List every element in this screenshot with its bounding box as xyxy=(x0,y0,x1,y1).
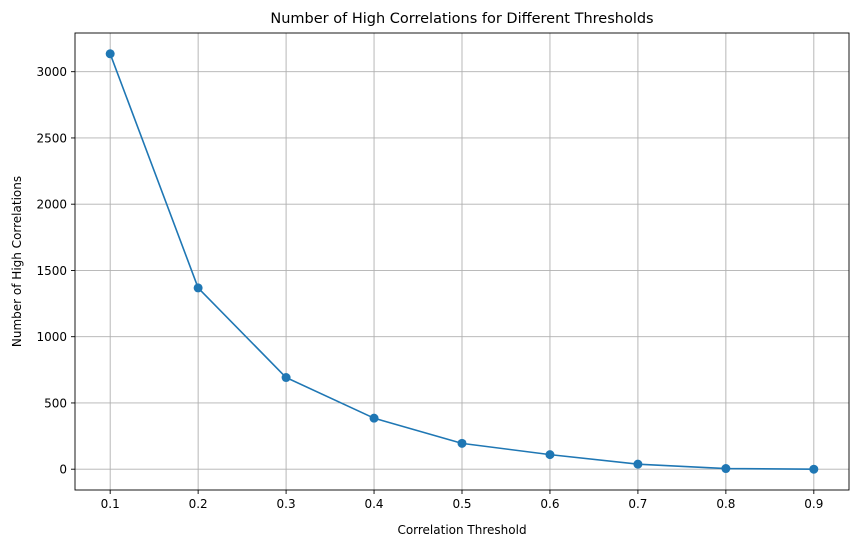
y-axis-label: Number of High Correlations xyxy=(10,176,24,347)
chart-title: Number of High Correlations for Differen… xyxy=(270,11,653,27)
data-point xyxy=(105,49,115,59)
y-tick-label: 1000 xyxy=(36,330,67,344)
x-tick-label: 0.1 xyxy=(101,497,120,511)
series-layer xyxy=(105,49,819,474)
x-tick-label: 0.3 xyxy=(277,497,296,511)
data-point xyxy=(809,464,819,474)
y-tick-label: 1500 xyxy=(36,264,67,278)
data-point xyxy=(457,438,467,448)
x-tick-label: 0.2 xyxy=(189,497,208,511)
y-tick-label: 2000 xyxy=(36,198,67,212)
x-tick-label: 0.8 xyxy=(716,497,735,511)
data-point xyxy=(193,283,203,293)
data-point xyxy=(369,413,379,423)
x-axis-label: Correlation Threshold xyxy=(397,523,526,537)
x-axis: 0.1 0.2 0.3 0.4 0.5 0.6 0.7 0.8 0.9 xyxy=(101,490,823,511)
x-tick-label: 0.7 xyxy=(628,497,647,511)
data-point xyxy=(721,464,731,474)
x-tick-label: 0.4 xyxy=(364,497,383,511)
y-tick-label: 500 xyxy=(44,396,67,410)
y-tick-label: 3000 xyxy=(36,65,67,79)
y-axis: 0 500 1000 1500 2000 2500 3000 xyxy=(36,65,75,477)
grid xyxy=(75,33,849,490)
x-tick-label: 0.5 xyxy=(452,497,471,511)
x-tick-label: 0.6 xyxy=(540,497,559,511)
data-point xyxy=(281,373,291,383)
y-tick-label: 0 xyxy=(59,463,67,477)
x-tick-label: 0.9 xyxy=(804,497,823,511)
y-tick-label: 2500 xyxy=(36,131,67,145)
data-point xyxy=(633,459,643,469)
data-point xyxy=(545,450,555,460)
